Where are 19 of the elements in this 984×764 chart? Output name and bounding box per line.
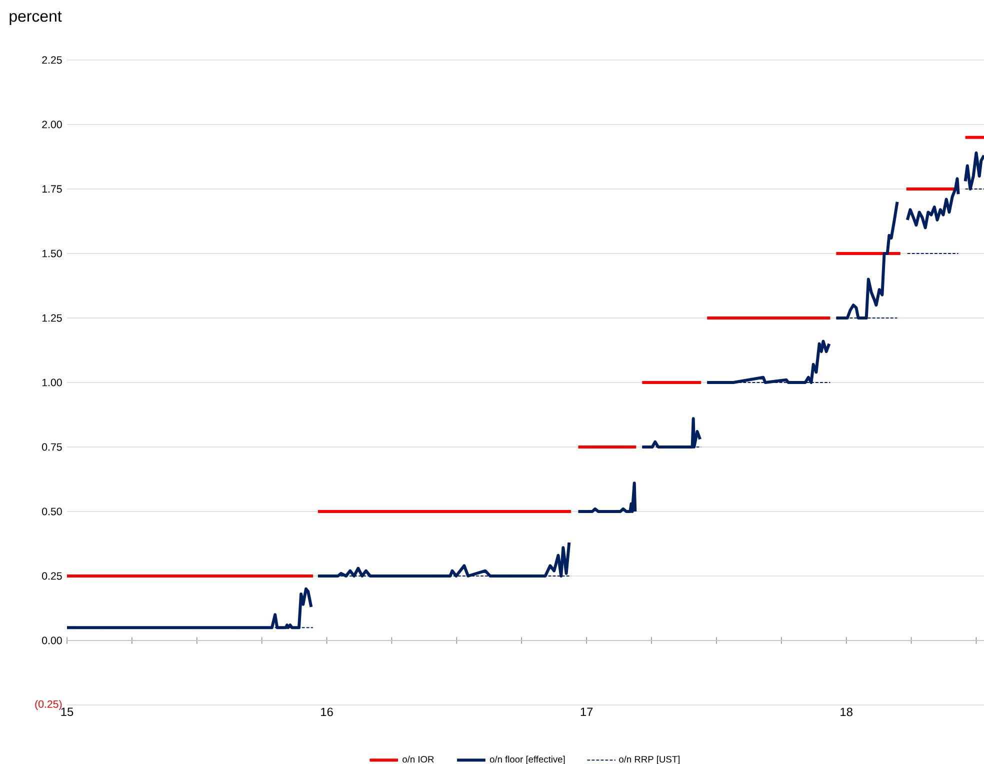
legend-label: o/n floor [effective] <box>490 756 565 764</box>
y-tick-label: 1.00 <box>42 378 62 386</box>
y-tick-label: 0.25 <box>42 572 62 580</box>
y-tick-label: 0.50 <box>42 508 62 516</box>
x-tick-label: 16 <box>321 708 333 716</box>
y-tick-label: 2.00 <box>42 120 62 128</box>
y-tick-label: 1.50 <box>42 250 62 258</box>
y-axis-title: percent <box>10 11 62 25</box>
y-tick-label: 1.75 <box>42 185 62 193</box>
y-tick-label: 1.25 <box>42 314 62 322</box>
y-tick-label: 0.75 <box>42 443 62 451</box>
y-tick-label: 2.25 <box>42 56 62 64</box>
x-tick-label: 15 <box>61 708 74 716</box>
x-tick-label: 17 <box>580 708 593 716</box>
y-tick-label: 0.00 <box>42 636 62 644</box>
y-tick-label: (0.25) <box>35 700 62 710</box>
x-tick-label: 18 <box>840 708 852 716</box>
legend-label: o/n RRP [UST] <box>619 756 680 764</box>
legend-label: o/n IOR <box>402 756 434 763</box>
